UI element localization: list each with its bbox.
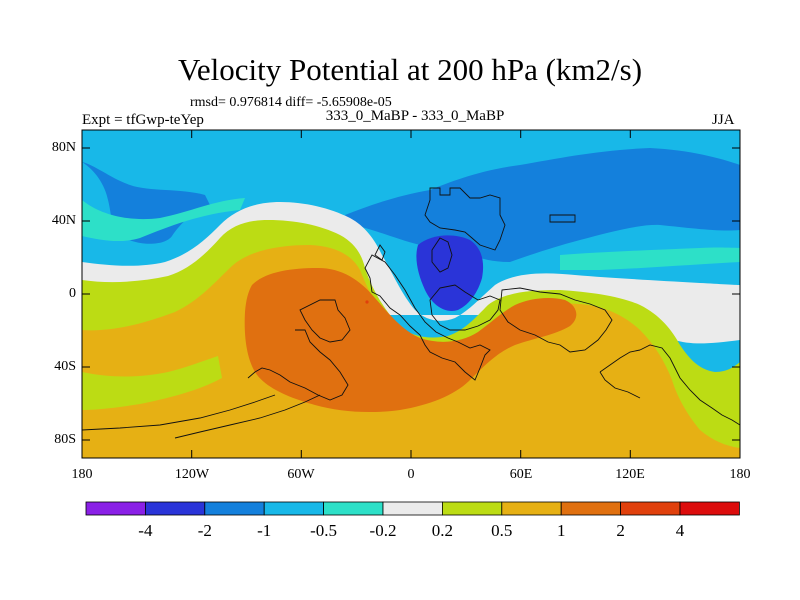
outline-antarctic-coast (82, 394, 276, 431)
outline-sea-islands (599, 349, 641, 373)
case-label: 333_0_MaBP - 333_0_MaBP (325, 108, 505, 124)
colorbar-swatch (263, 501, 325, 516)
x-tick-label: 60E (509, 467, 533, 482)
colorbar-label: -4 (138, 521, 153, 540)
fill-red-spot (365, 300, 369, 304)
y-ticks (82, 147, 740, 441)
colorbar-swatch (441, 501, 503, 516)
outline-arabia-india (499, 287, 613, 353)
y-tick-label: 80N (51, 140, 76, 155)
colorbar-swatch (382, 501, 443, 516)
y-tick-label: 40N (51, 213, 76, 228)
colorbar-label: 0.5 (491, 521, 513, 540)
fill-north-teal (82, 198, 245, 242)
colorbar-label: -1 (257, 521, 272, 540)
outline-peninsula (549, 214, 576, 223)
colorbar-swatch (620, 501, 681, 516)
colorbar-label: 2 (616, 521, 625, 540)
outline-antarctic-shelf (174, 394, 321, 439)
y-tick-label: 40S (54, 359, 76, 374)
outline-east-isle (599, 371, 641, 399)
season-label: JJA (712, 112, 735, 128)
colorbar-label: 0.2 (431, 521, 454, 540)
x-tick-label: 60W (287, 467, 315, 482)
colorbar-label: -0.5 (310, 521, 338, 540)
outline-africa-north (429, 284, 501, 331)
colorbar-swatch (501, 501, 562, 516)
outline-south-america-north (299, 299, 351, 343)
plot-title: Velocity Potential at 200 hPa (km2/s) (177, 52, 643, 87)
colorbar-swatch (679, 501, 740, 516)
x-tick-label: 120W (174, 467, 210, 482)
colorbar-label: 1 (556, 521, 566, 540)
colorbar-swatch (85, 501, 146, 516)
x-tick-label: 0 (407, 467, 415, 482)
colorbar-label: 4 (675, 521, 685, 540)
fill-darkblue-core (416, 235, 484, 311)
contour-fill (82, 130, 740, 458)
colorbar-label: -0.2 (369, 521, 397, 540)
colorbar-swatch (560, 501, 622, 516)
y-tick-label: 0 (69, 286, 76, 301)
colorbar-swatch (323, 501, 384, 516)
y-tick-label: 80S (54, 432, 76, 447)
x-ticks (81, 130, 741, 458)
colorbar (85, 501, 740, 516)
fill-teal-strip (560, 247, 740, 270)
fill-yellowgreen-sw (82, 356, 222, 410)
colorbar-swatch (204, 501, 265, 516)
coastlines (82, 187, 740, 439)
colorbar-label: -2 (197, 521, 212, 540)
stats-text: rmsd= 0.976814 diff= -5.65908e-05 (190, 95, 392, 110)
x-tick-label: 120E (615, 467, 645, 482)
x-tick-label: 180 (71, 467, 93, 482)
colorbar-swatch (144, 501, 206, 516)
fill-orange (244, 268, 577, 413)
outline-africa (364, 254, 491, 381)
experiment-label: Expt = tfGwp-teYep (82, 112, 204, 128)
outline-south-america (247, 329, 349, 401)
x-tick-label: 180 (729, 467, 751, 482)
outline-europe (424, 187, 506, 251)
outline-inland-sea (431, 237, 453, 273)
outline-australia-edge (639, 344, 740, 426)
fill-eurasia-blue (345, 148, 740, 262)
